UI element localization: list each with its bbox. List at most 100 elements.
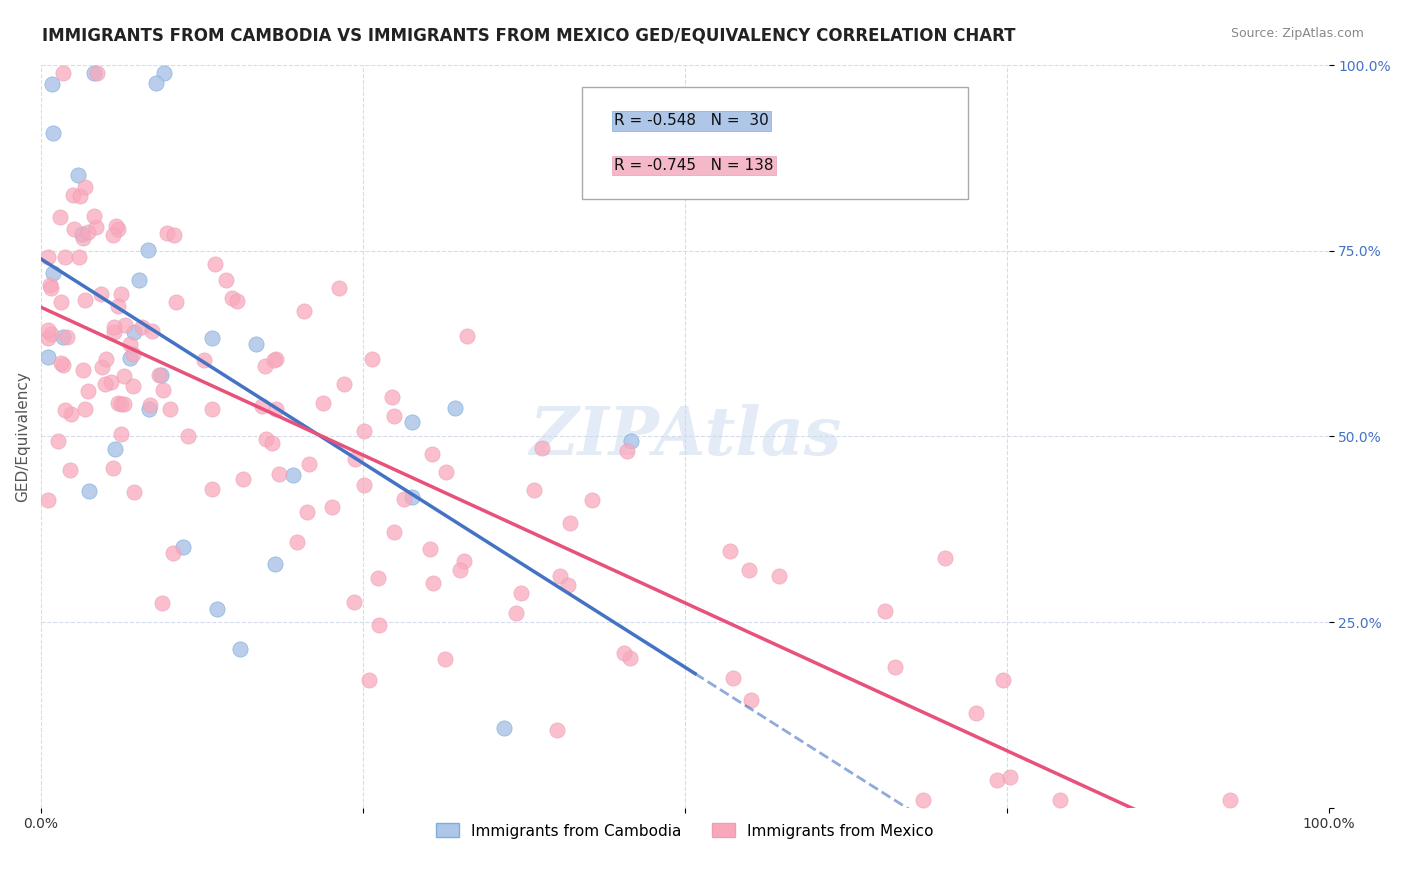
Point [292, 303, 315, 318]
Point [75, 293, 97, 308]
Point [449, 563, 471, 577]
Point [530, 441, 553, 455]
Point [264, 557, 287, 571]
Point [152, 383, 174, 397]
Point [122, 379, 145, 393]
Point [523, 483, 546, 497]
Point [120, 351, 142, 365]
Point [72, 231, 94, 245]
Point [420, 447, 443, 461]
Point [382, 409, 405, 423]
Point [107, 396, 129, 410]
Point [718, 543, 741, 558]
Point [163, 228, 186, 243]
Point [359, 673, 381, 687]
Point [221, 291, 243, 305]
Point [581, 493, 603, 508]
Point [392, 491, 415, 506]
Point [110, 427, 132, 442]
Point [37, 323, 59, 337]
Point [107, 299, 129, 313]
Point [205, 602, 228, 616]
Point [912, 793, 935, 807]
Point [353, 424, 375, 438]
Point [63, 222, 86, 236]
Point [37, 250, 59, 264]
Point [37, 351, 59, 365]
Point [39, 327, 62, 342]
Point [90, 286, 112, 301]
Point [998, 770, 1021, 784]
Point [510, 586, 533, 600]
Point [49, 295, 72, 310]
Point [343, 595, 366, 609]
Point [332, 376, 354, 391]
Point [883, 660, 905, 674]
Point [56, 330, 79, 344]
Point [204, 257, 226, 271]
Point [52, 330, 75, 344]
Text: Source: ZipAtlas.com: Source: ZipAtlas.com [1230, 27, 1364, 40]
Point [42, 266, 65, 280]
Point [193, 353, 215, 368]
Point [201, 482, 224, 496]
Point [103, 320, 125, 334]
Point [434, 465, 457, 479]
Point [69, 188, 91, 202]
Point [453, 554, 475, 568]
Point [254, 359, 277, 374]
Point [83, 209, 105, 223]
Point [84, 219, 107, 234]
Point [546, 723, 568, 737]
Point [110, 287, 132, 301]
Point [620, 434, 643, 448]
Point [353, 477, 375, 491]
Point [52, 358, 75, 372]
Point [148, 368, 170, 382]
Point [382, 525, 405, 540]
Point [153, 65, 176, 79]
Y-axis label: GED/Equivalency: GED/Equivalency [15, 371, 30, 502]
Point [443, 401, 465, 415]
Point [172, 541, 194, 555]
Point [1049, 793, 1071, 807]
Point [165, 294, 187, 309]
Point [740, 692, 762, 706]
Point [381, 390, 404, 404]
Point [141, 324, 163, 338]
Point [59, 463, 82, 477]
Point [156, 227, 179, 241]
Point [100, 375, 122, 389]
Point [965, 706, 987, 720]
Point [91, 359, 114, 374]
Point [49, 356, 72, 370]
Point [41, 126, 63, 140]
Point [159, 402, 181, 417]
Text: IMMIGRANTS FROM CAMBODIA VS IMMIGRANTS FROM MEXICO GED/EQUIVALENCY CORRELATION C: IMMIGRANTS FROM CAMBODIA VS IMMIGRANTS F… [42, 27, 1015, 45]
Point [131, 320, 153, 334]
Text: R = -0.745   N = 138: R = -0.745 N = 138 [614, 158, 773, 173]
Text: ZIPAtlas: ZIPAtlas [529, 404, 841, 469]
Point [768, 568, 790, 582]
Point [295, 505, 318, 519]
Point [76, 225, 98, 239]
Point [269, 467, 291, 482]
Point [367, 571, 389, 585]
Point [613, 646, 636, 660]
Point [136, 244, 159, 258]
Point [145, 76, 167, 90]
Point [122, 485, 145, 500]
Point [67, 169, 90, 183]
Point [215, 273, 238, 287]
Point [128, 273, 150, 287]
Legend: Immigrants from Cambodia, Immigrants from Mexico: Immigrants from Cambodia, Immigrants fro… [430, 817, 939, 845]
Point [94, 376, 117, 391]
Point [150, 596, 173, 610]
Point [103, 325, 125, 339]
Point [86, 65, 108, 79]
Point [616, 444, 638, 458]
Point [41, 78, 63, 92]
Point [37, 493, 59, 508]
Point [37, 331, 59, 345]
Point [39, 278, 62, 293]
